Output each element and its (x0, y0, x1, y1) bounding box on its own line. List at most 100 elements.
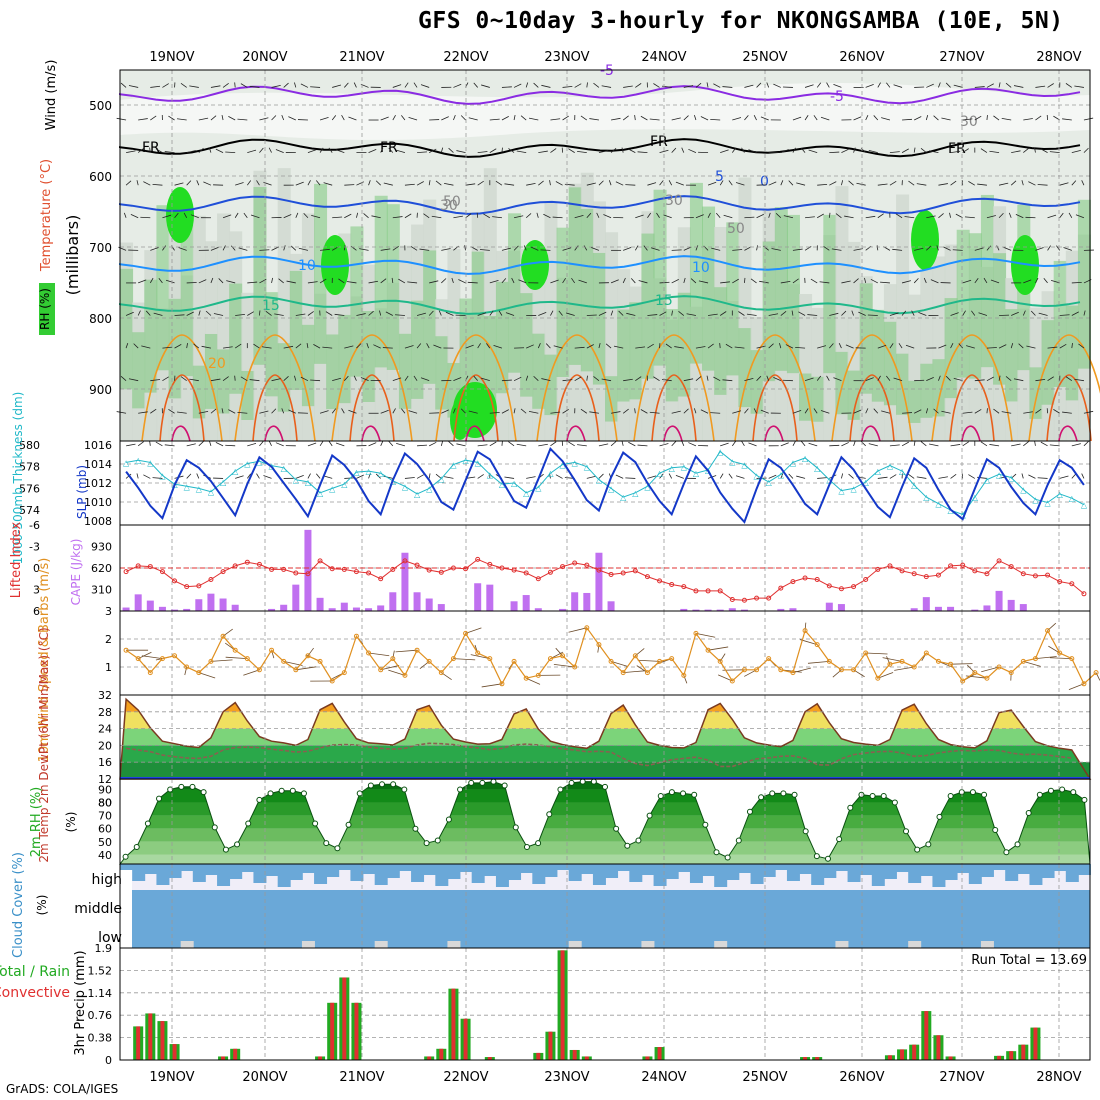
wind-barb (423, 213, 430, 219)
cloud-high-bar (1029, 864, 1043, 885)
wind-barb (344, 184, 355, 186)
wind-barb (286, 280, 296, 284)
wind-barb (844, 215, 854, 219)
wind-barb (768, 343, 774, 349)
wind-barb (731, 440, 737, 447)
precip-convective-bar (439, 1048, 444, 1060)
wind-barb (128, 378, 139, 382)
wind-barb (388, 441, 394, 447)
wind-barb (448, 441, 454, 447)
cloud-high-bar (641, 864, 655, 875)
thickness-point: △ (753, 471, 760, 480)
wind-barb (810, 278, 818, 284)
wind-barb (380, 116, 389, 121)
contour-label: 10 (298, 258, 316, 274)
wind-speed-point (366, 650, 372, 656)
wind-barb-surface (553, 663, 575, 668)
rh-point (836, 836, 843, 843)
rh-point (1003, 849, 1010, 856)
lifted-index-point (620, 570, 626, 576)
rh-shade (1029, 367, 1043, 419)
wind-barb (246, 180, 252, 186)
wind-barb (183, 212, 188, 218)
wind-speed-point (535, 672, 541, 678)
wind-barb (486, 343, 491, 349)
wind-barb (598, 343, 601, 349)
wind-barb (125, 343, 129, 349)
wind-barb (353, 82, 357, 88)
wind-barb (275, 442, 284, 447)
thickness-point: △ (826, 476, 833, 485)
wind-speed-point (184, 664, 190, 670)
wind-barb (525, 213, 532, 219)
wind-barb (1018, 343, 1024, 349)
precip-convective-bar (451, 988, 456, 1060)
lifted-index-point (899, 568, 905, 574)
rh-point (189, 783, 196, 790)
wind-barb (635, 376, 642, 382)
cloud-high-bar (435, 864, 449, 886)
wind-speed-point (378, 667, 384, 673)
wind-barb (780, 149, 789, 153)
wind-barb (375, 180, 381, 186)
wind-barb (1083, 117, 1094, 121)
wind-barb (137, 148, 144, 153)
wind-speed-point (923, 650, 929, 656)
contour-label: FR (142, 140, 160, 156)
wind-barb (1056, 245, 1061, 251)
cloud-low-bar (180, 941, 194, 948)
rh-tick: 90 (98, 783, 112, 796)
wind-barb (1035, 85, 1046, 88)
rh-point (144, 820, 151, 827)
wind-barb (1023, 118, 1033, 121)
cloud-layer-label: high (91, 872, 122, 888)
thickness-point: △ (996, 470, 1003, 479)
wind-barb (820, 410, 830, 414)
wind-barb (1021, 180, 1024, 186)
cloud-high-bar (786, 864, 800, 881)
wind-barb (873, 115, 879, 121)
wind-barb (222, 214, 232, 219)
wind-barb (385, 311, 393, 316)
wind-barb (208, 147, 212, 153)
wind-barb (155, 148, 163, 153)
temperature-contour-20 (435, 334, 517, 442)
rh-point (903, 828, 910, 835)
precip-tick: 1.52 (88, 964, 113, 977)
cloud-low-bar (641, 941, 655, 948)
lifted-index-point (584, 562, 590, 568)
wind-barb (319, 147, 324, 153)
cape-bar (304, 529, 312, 611)
cloud-high-bar (423, 864, 437, 875)
cloud-high-bar (811, 864, 825, 885)
rh-point (122, 853, 129, 860)
wind-barb (722, 86, 733, 88)
wind-barb (348, 116, 357, 121)
wind-barb (501, 247, 511, 251)
wind-speed-point (220, 633, 226, 639)
wind-barb (562, 379, 573, 382)
date-label-bottom: 24NOV (641, 1070, 686, 1085)
wind-barb (971, 310, 976, 316)
wind-speed-point (851, 667, 857, 673)
cloud-high-bar (253, 864, 267, 883)
wind-barb (829, 151, 840, 153)
rh-shade (374, 195, 388, 368)
wind-barb (271, 408, 277, 414)
wind-barb (489, 148, 497, 153)
wind-barb (941, 117, 951, 121)
wind-barb (780, 180, 784, 186)
rh-point (523, 844, 530, 850)
wind-speed-point (293, 667, 299, 673)
wind-barb (416, 343, 422, 349)
wind-barb (833, 84, 842, 88)
wind-barb (1074, 85, 1084, 88)
wind-barb (635, 346, 646, 349)
contour-label: 20 (208, 356, 226, 372)
wind-barb (637, 444, 648, 447)
wind-barb (401, 408, 406, 414)
cape-bar (219, 598, 227, 611)
precip-legend-total: Total / Rain (0, 964, 70, 980)
wind-barb (168, 115, 175, 121)
temperature-contour (119, 295, 1081, 315)
